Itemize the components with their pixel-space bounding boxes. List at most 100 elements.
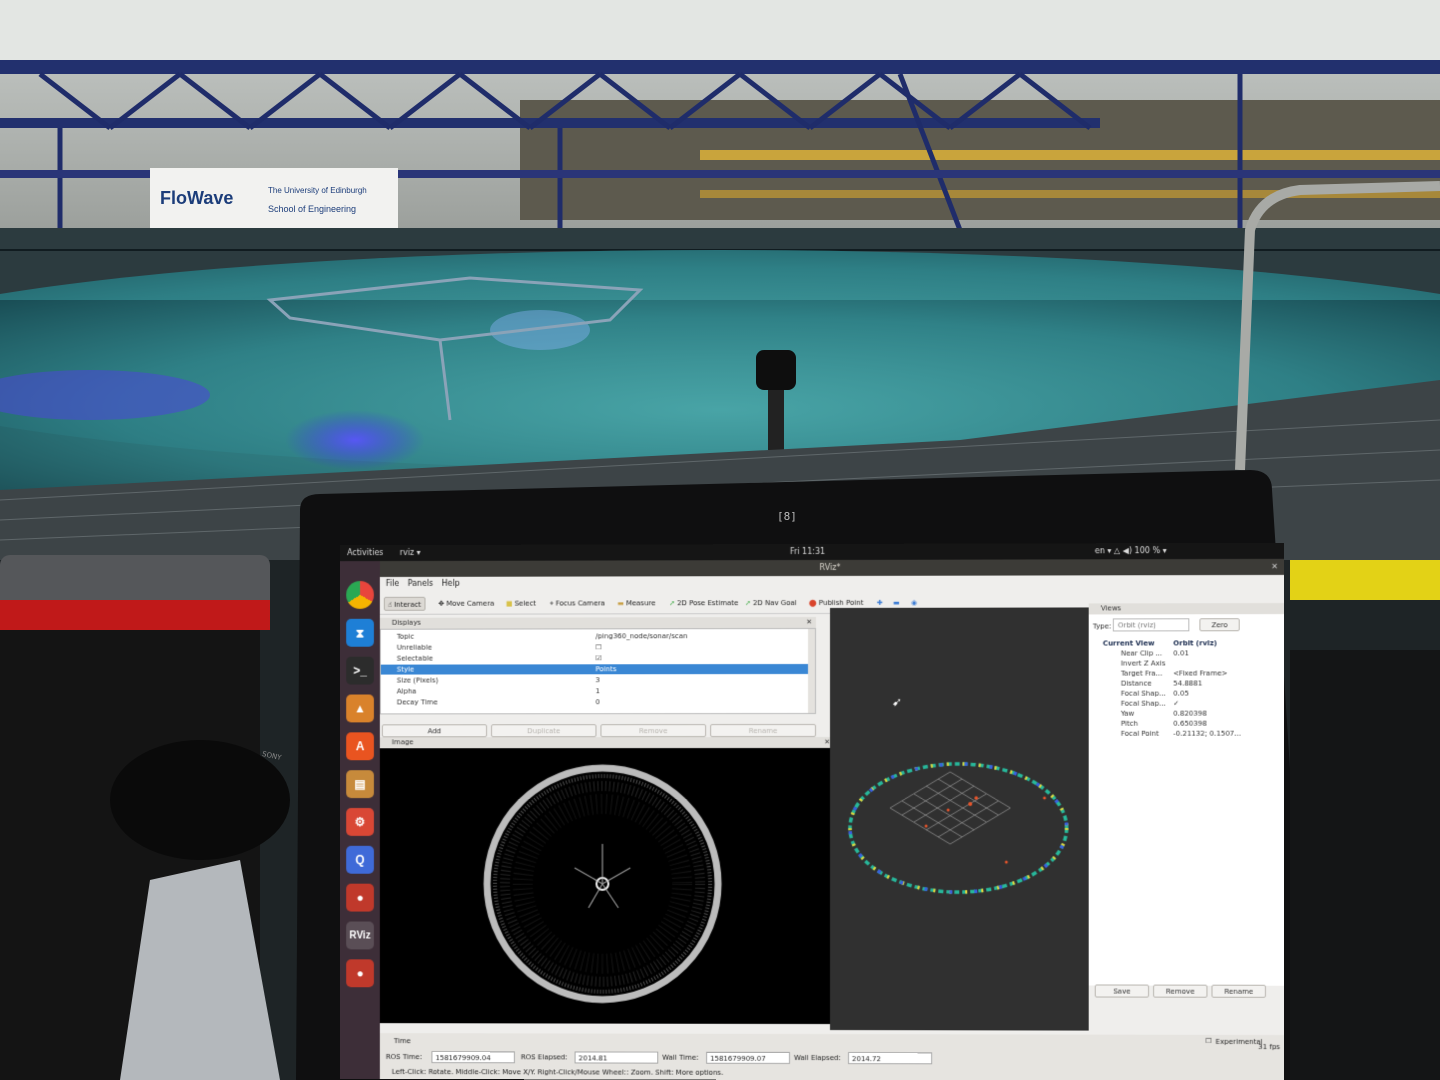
experimental-checkbox[interactable]: ☐ bbox=[1205, 1037, 1211, 1045]
image-panel-title: Image bbox=[392, 738, 414, 746]
view-property-row[interactable]: Yaw 0.820398 bbox=[1089, 709, 1284, 719]
wall-time-field[interactable]: 1581679909.07 bbox=[706, 1052, 790, 1064]
vscode-icon[interactable]: ⧗ bbox=[346, 619, 374, 647]
menu-panels[interactable]: Panels bbox=[408, 579, 434, 588]
displays-tree: Topic/ping360_node/sonar/scan Unreliable ☐… bbox=[380, 628, 816, 714]
interact-icon: ☝ bbox=[388, 601, 392, 609]
view-property-value: 0.05 bbox=[1173, 689, 1189, 699]
views-panel-header: Views bbox=[1089, 603, 1284, 614]
display-property-value: Points bbox=[595, 664, 616, 674]
fps-readout: 31 fps bbox=[1258, 1043, 1280, 1051]
clock[interactable]: Fri 11:31 bbox=[790, 544, 825, 560]
sonar-image-view[interactable] bbox=[380, 748, 834, 1024]
view-property-row[interactable]: Pitch 0.650398 bbox=[1089, 719, 1284, 729]
ros-elapsed-label: ROS Elapsed: bbox=[521, 1053, 568, 1061]
display-property-row[interactable]: Style Points bbox=[381, 664, 815, 675]
menu-help[interactable]: Help bbox=[442, 579, 460, 588]
view-property-value: <Fixed Frame> bbox=[1173, 668, 1227, 678]
displays-panel-header: Displays ✕ bbox=[380, 617, 816, 629]
view-property-value: 0.01 bbox=[1173, 648, 1189, 658]
ros-time-label: ROS Time: bbox=[386, 1053, 422, 1061]
tool-2d-pose-estimate[interactable]: ➚ 2D Pose Estimate bbox=[666, 596, 741, 610]
3d-scene: ➹ bbox=[830, 607, 1089, 1030]
files-icon[interactable]: ▤ bbox=[346, 770, 374, 798]
view-property-key: Distance bbox=[1121, 679, 1152, 689]
app-menu[interactable]: rviz ▾ bbox=[400, 545, 421, 561]
display-property-value: 0 bbox=[595, 697, 599, 707]
terminal-icon[interactable]: >_ bbox=[346, 657, 374, 685]
view-property-key: Yaw bbox=[1121, 709, 1134, 719]
settings-icon[interactable]: ⚙ bbox=[346, 808, 374, 836]
display-property-row[interactable]: Topic/ping360_node/sonar/scan bbox=[381, 631, 815, 642]
rename-view-button[interactable]: Rename bbox=[1211, 985, 1265, 998]
record-icon-2[interactable]: ● bbox=[346, 959, 374, 987]
views-panel: Type: Orbit (rviz) Zero Current View Orb… bbox=[1089, 614, 1284, 986]
display-property-row[interactable]: Unreliable ☐ bbox=[381, 642, 815, 653]
system-indicators[interactable]: en ▾ △ ◀) 100 % ▾ bbox=[1095, 543, 1167, 559]
display-property-key: Decay Time bbox=[397, 697, 438, 707]
software-center-icon[interactable]: A bbox=[346, 732, 374, 760]
display-property-value: 3 bbox=[595, 675, 599, 685]
add-display-button[interactable]: Add bbox=[382, 724, 487, 737]
view-property-row[interactable]: Invert Z Axis bbox=[1089, 658, 1284, 668]
ros-time-field[interactable]: 1581679909.04 bbox=[431, 1051, 514, 1063]
banner-subtitle-1: The University of Edinburgh bbox=[268, 186, 392, 195]
tool-move-camera[interactable]: ✥ Move Camera bbox=[435, 597, 497, 611]
view-property-row[interactable]: Target Fra... <Fixed Frame> bbox=[1089, 668, 1284, 678]
current-view-row[interactable]: Current View Orbit (rviz) bbox=[1089, 638, 1284, 648]
save-view-button[interactable]: Save bbox=[1095, 984, 1149, 997]
wall-elapsed-field[interactable]: 2014.72 bbox=[848, 1052, 932, 1064]
view-property-row[interactable]: Distance 54.8881 bbox=[1089, 678, 1284, 688]
views-title: Views bbox=[1101, 604, 1121, 612]
display-property-value: ☑ bbox=[595, 653, 601, 663]
view-property-value: ✓ bbox=[1173, 699, 1179, 709]
wall-time-label: Wall Time: bbox=[662, 1054, 698, 1062]
qtcreator-icon[interactable]: Q bbox=[346, 846, 374, 874]
view-property-row[interactable]: Focal Shap... 0.05 bbox=[1089, 688, 1284, 698]
display-property-row[interactable]: Selectable ☑ bbox=[381, 653, 815, 664]
remove-display-button[interactable]: Remove bbox=[600, 724, 706, 737]
ros-elapsed-field[interactable]: 2014.81 bbox=[575, 1051, 659, 1063]
view-property-key: Focal Shap... bbox=[1121, 699, 1166, 709]
close-displays-icon[interactable]: ✕ bbox=[806, 617, 812, 628]
3d-render-view[interactable]: ➹ bbox=[830, 607, 1089, 1030]
view-property-key: Near Clip ... bbox=[1121, 648, 1162, 658]
tool-measure[interactable]: ▬ Measure bbox=[614, 596, 658, 610]
view-property-row[interactable]: Focal Point -0.21132; 0.1507... bbox=[1089, 729, 1284, 739]
views-type-select[interactable]: Orbit (rviz) bbox=[1113, 618, 1189, 631]
tool-focus-camera[interactable]: ⌖ Focus Camera bbox=[547, 596, 608, 610]
display-property-row[interactable]: Decay Time 0 bbox=[381, 697, 815, 707]
view-property-row[interactable]: Focal Shap... ✓ bbox=[1089, 698, 1284, 708]
matlab-icon[interactable]: ▲ bbox=[346, 694, 374, 722]
remove-view-button[interactable]: Remove bbox=[1153, 985, 1207, 998]
ubuntu-launcher: ⧗ >_ ▲ A ▤ ⚙ Q ● RViz ● bbox=[340, 561, 380, 1079]
svg-text:➹: ➹ bbox=[892, 695, 902, 709]
banner-brand: FloWave bbox=[160, 188, 233, 209]
duplicate-display-button[interactable]: Duplicate bbox=[491, 724, 596, 737]
tool-interact[interactable]: ☝ Interact bbox=[384, 597, 425, 611]
time-title: Time bbox=[394, 1037, 411, 1045]
experimental-label: Experimental bbox=[1216, 1038, 1263, 1046]
tool-select[interactable]: ■ Select bbox=[503, 597, 539, 611]
display-property-key: Alpha bbox=[397, 686, 417, 696]
view-property-key: Focal Shap... bbox=[1121, 689, 1166, 699]
activities-button[interactable]: Activities bbox=[347, 545, 383, 561]
current-view-label: Current View bbox=[1103, 638, 1155, 648]
close-window-icon[interactable]: ✕ bbox=[1271, 559, 1278, 575]
rename-display-button[interactable]: Rename bbox=[710, 724, 816, 737]
display-property-key: Selectable bbox=[397, 654, 433, 664]
status-hint: Left-Click: Rotate. Middle-Click: Move X… bbox=[392, 1068, 724, 1077]
display-property-row[interactable]: Alpha 1 bbox=[381, 686, 815, 696]
tool-2d-nav-goal[interactable]: ➚ 2D Nav Goal bbox=[742, 596, 800, 610]
menu-file[interactable]: File bbox=[386, 579, 399, 588]
record-icon[interactable]: ● bbox=[346, 884, 374, 912]
zero-button[interactable]: Zero bbox=[1199, 618, 1239, 631]
move-camera-icon: ✥ bbox=[438, 600, 444, 608]
view-property-row[interactable]: Near Clip ... 0.01 bbox=[1089, 648, 1284, 658]
select-icon: ■ bbox=[506, 600, 513, 608]
rviz-icon[interactable]: RViz bbox=[346, 922, 374, 950]
displays-scrollbar[interactable] bbox=[808, 629, 815, 713]
chrome-icon[interactable] bbox=[346, 581, 374, 609]
display-property-row[interactable]: Size (Pixels) 3 bbox=[381, 675, 815, 686]
view-property-key: Focal Point bbox=[1121, 729, 1159, 739]
